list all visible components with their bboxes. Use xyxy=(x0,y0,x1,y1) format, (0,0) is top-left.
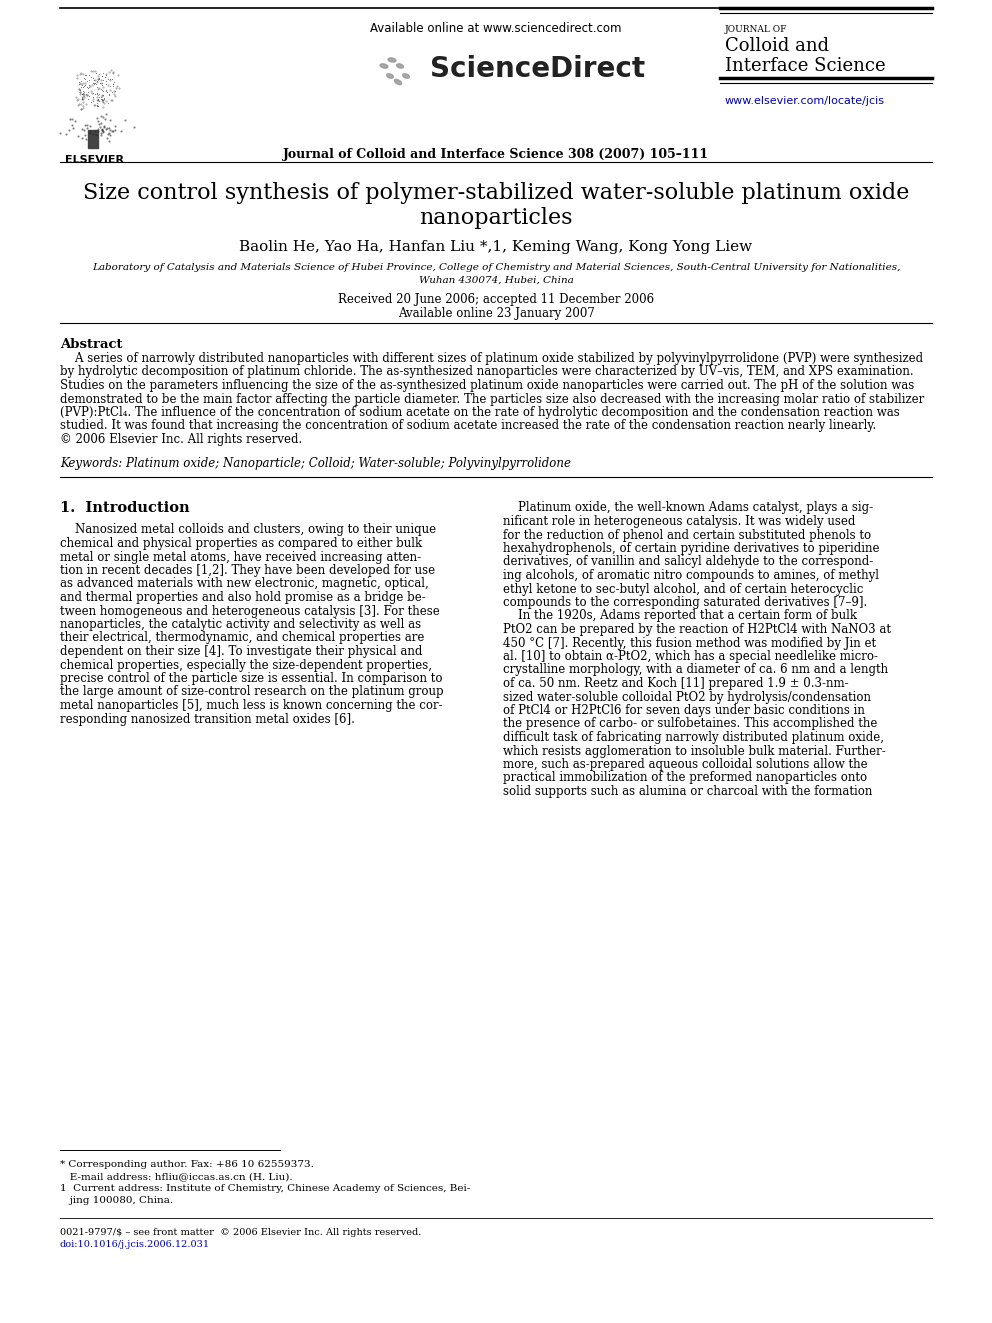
Text: Nanosized metal colloids and clusters, owing to their unique: Nanosized metal colloids and clusters, o… xyxy=(60,524,436,537)
Text: by hydrolytic decomposition of platinum chloride. The as-synthesized nanoparticl: by hydrolytic decomposition of platinum … xyxy=(60,365,914,378)
Text: nanoparticles: nanoparticles xyxy=(420,206,572,229)
Text: demonstrated to be the main factor affecting the particle diameter. The particle: demonstrated to be the main factor affec… xyxy=(60,393,925,406)
Text: al. [10] to obtain α-PtO2, which has a special needlelike micro-: al. [10] to obtain α-PtO2, which has a s… xyxy=(503,650,878,663)
Text: In the 1920s, Adams reported that a certain form of bulk: In the 1920s, Adams reported that a cert… xyxy=(503,610,857,623)
Ellipse shape xyxy=(388,58,396,62)
Text: 1  Current address: Institute of Chemistry, Chinese Academy of Sciences, Bei-: 1 Current address: Institute of Chemistr… xyxy=(60,1184,470,1193)
Text: tween homogeneous and heterogeneous catalysis [3]. For these: tween homogeneous and heterogeneous cata… xyxy=(60,605,439,618)
Text: solid supports such as alumina or charcoal with the formation: solid supports such as alumina or charco… xyxy=(503,785,872,798)
Text: Laboratory of Catalysis and Materials Science of Hubei Province, College of Chem: Laboratory of Catalysis and Materials Sc… xyxy=(92,263,900,273)
Text: dependent on their size [4]. To investigate their physical and: dependent on their size [4]. To investig… xyxy=(60,646,423,658)
Text: 1.  Introduction: 1. Introduction xyxy=(60,501,189,516)
Text: Available online 23 January 2007: Available online 23 January 2007 xyxy=(398,307,594,320)
Text: 450 °C [7]. Recently, this fusion method was modified by Jin et: 450 °C [7]. Recently, this fusion method… xyxy=(503,636,876,650)
Text: sized water-soluble colloidal PtO2 by hydrolysis/condensation: sized water-soluble colloidal PtO2 by hy… xyxy=(503,691,871,704)
Ellipse shape xyxy=(403,74,410,78)
Text: metal nanoparticles [5], much less is known concerning the cor-: metal nanoparticles [5], much less is kn… xyxy=(60,699,442,712)
Text: Received 20 June 2006; accepted 11 December 2006: Received 20 June 2006; accepted 11 Decem… xyxy=(338,292,654,306)
Ellipse shape xyxy=(395,79,402,85)
Text: of ca. 50 nm. Reetz and Koch [11] prepared 1.9 ± 0.3-nm-: of ca. 50 nm. Reetz and Koch [11] prepar… xyxy=(503,677,848,691)
Text: jing 100080, China.: jing 100080, China. xyxy=(60,1196,174,1205)
Text: nanoparticles, the catalytic activity and selectivity as well as: nanoparticles, the catalytic activity an… xyxy=(60,618,422,631)
Text: Available online at www.sciencedirect.com: Available online at www.sciencedirect.co… xyxy=(370,22,622,34)
Text: Journal of Colloid and Interface Science 308 (2007) 105–111: Journal of Colloid and Interface Science… xyxy=(283,148,709,161)
Text: nificant role in heterogeneous catalysis. It was widely used: nificant role in heterogeneous catalysis… xyxy=(503,515,855,528)
Text: (PVP):PtCl₄. The influence of the concentration of sodium acetate on the rate of: (PVP):PtCl₄. The influence of the concen… xyxy=(60,406,900,419)
Text: their electrical, thermodynamic, and chemical properties are: their electrical, thermodynamic, and che… xyxy=(60,631,425,644)
Text: Interface Science: Interface Science xyxy=(725,57,886,75)
Text: crystalline morphology, with a diameter of ca. 6 nm and a length: crystalline morphology, with a diameter … xyxy=(503,664,888,676)
Text: and thermal properties and also hold promise as a bridge be-: and thermal properties and also hold pro… xyxy=(60,591,426,605)
Ellipse shape xyxy=(397,64,404,67)
Text: derivatives, of vanillin and salicyl aldehyde to the correspond-: derivatives, of vanillin and salicyl ald… xyxy=(503,556,873,569)
Text: ScienceDirect: ScienceDirect xyxy=(430,56,645,83)
Text: studied. It was found that increasing the concentration of sodium acetate increa: studied. It was found that increasing th… xyxy=(60,419,876,433)
Text: precise control of the particle size is essential. In comparison to: precise control of the particle size is … xyxy=(60,672,442,685)
Text: 0021-9797/$ – see front matter  © 2006 Elsevier Inc. All rights reserved.: 0021-9797/$ – see front matter © 2006 El… xyxy=(60,1228,422,1237)
Text: www.elsevier.com/locate/jcis: www.elsevier.com/locate/jcis xyxy=(725,97,885,106)
Text: JOURNAL OF: JOURNAL OF xyxy=(725,25,788,34)
Text: responding nanosized transition metal oxides [6].: responding nanosized transition metal ox… xyxy=(60,713,355,725)
Text: chemical and physical properties as compared to either bulk: chemical and physical properties as comp… xyxy=(60,537,423,550)
Text: E-mail address: hfliu@iccas.as.cn (H. Liu).: E-mail address: hfliu@iccas.as.cn (H. Li… xyxy=(60,1172,293,1181)
Text: doi:10.1016/j.jcis.2006.12.031: doi:10.1016/j.jcis.2006.12.031 xyxy=(60,1240,210,1249)
Text: A series of narrowly distributed nanoparticles with different sizes of platinum : A series of narrowly distributed nanopar… xyxy=(60,352,924,365)
Bar xyxy=(88,130,98,148)
Text: PtO2 can be prepared by the reaction of H2PtCl4 with NaNO3 at: PtO2 can be prepared by the reaction of … xyxy=(503,623,891,636)
Text: as advanced materials with new electronic, magnetic, optical,: as advanced materials with new electroni… xyxy=(60,578,429,590)
Text: Studies on the parameters influencing the size of the as-synthesized platinum ox: Studies on the parameters influencing th… xyxy=(60,378,915,392)
Text: practical immobilization of the preformed nanoparticles onto: practical immobilization of the preforme… xyxy=(503,771,867,785)
Text: Wuhan 430074, Hubei, China: Wuhan 430074, Hubei, China xyxy=(419,277,573,284)
Text: of PtCl4 or H2PtCl6 for seven days under basic conditions in: of PtCl4 or H2PtCl6 for seven days under… xyxy=(503,704,865,717)
Text: tion in recent decades [1,2]. They have been developed for use: tion in recent decades [1,2]. They have … xyxy=(60,564,435,577)
Ellipse shape xyxy=(380,64,388,69)
Text: compounds to the corresponding saturated derivatives [7–9].: compounds to the corresponding saturated… xyxy=(503,595,867,609)
Text: Colloid and: Colloid and xyxy=(725,37,829,56)
Text: chemical properties, especially the size-dependent properties,: chemical properties, especially the size… xyxy=(60,659,432,672)
Text: hexahydrophenols, of certain pyridine derivatives to piperidine: hexahydrophenols, of certain pyridine de… xyxy=(503,542,880,556)
Text: more, such as-prepared aqueous colloidal solutions allow the: more, such as-prepared aqueous colloidal… xyxy=(503,758,868,771)
Text: Size control synthesis of polymer-stabilized water-soluble platinum oxide: Size control synthesis of polymer-stabil… xyxy=(82,183,910,204)
Text: which resists agglomeration to insoluble bulk material. Further-: which resists agglomeration to insoluble… xyxy=(503,745,886,758)
Text: ing alcohols, of aromatic nitro compounds to amines, of methyl: ing alcohols, of aromatic nitro compound… xyxy=(503,569,879,582)
Text: metal or single metal atoms, have received increasing atten-: metal or single metal atoms, have receiv… xyxy=(60,550,422,564)
Text: Baolin He, Yao Ha, Hanfan Liu *,1, Keming Wang, Kong Yong Liew: Baolin He, Yao Ha, Hanfan Liu *,1, Kemin… xyxy=(239,239,753,254)
Text: for the reduction of phenol and certain substituted phenols to: for the reduction of phenol and certain … xyxy=(503,528,871,541)
Text: ethyl ketone to sec-butyl alcohol, and of certain heterocyclic: ethyl ketone to sec-butyl alcohol, and o… xyxy=(503,582,863,595)
Text: ELSEVIER: ELSEVIER xyxy=(65,155,125,165)
Text: Abstract: Abstract xyxy=(60,337,122,351)
Text: © 2006 Elsevier Inc. All rights reserved.: © 2006 Elsevier Inc. All rights reserved… xyxy=(60,433,303,446)
Ellipse shape xyxy=(387,74,394,78)
Text: Platinum oxide, the well-known Adams catalyst, plays a sig-: Platinum oxide, the well-known Adams cat… xyxy=(503,501,873,515)
Text: * Corresponding author. Fax: +86 10 62559373.: * Corresponding author. Fax: +86 10 6255… xyxy=(60,1160,313,1170)
Text: the large amount of size-control research on the platinum group: the large amount of size-control researc… xyxy=(60,685,443,699)
Text: the presence of carbo- or sulfobetaines. This accomplished the: the presence of carbo- or sulfobetaines.… xyxy=(503,717,877,730)
Text: Keywords: Platinum oxide; Nanoparticle; Colloid; Water-soluble; Polyvinylpyrroli: Keywords: Platinum oxide; Nanoparticle; … xyxy=(60,456,571,470)
Text: difficult task of fabricating narrowly distributed platinum oxide,: difficult task of fabricating narrowly d… xyxy=(503,732,884,744)
